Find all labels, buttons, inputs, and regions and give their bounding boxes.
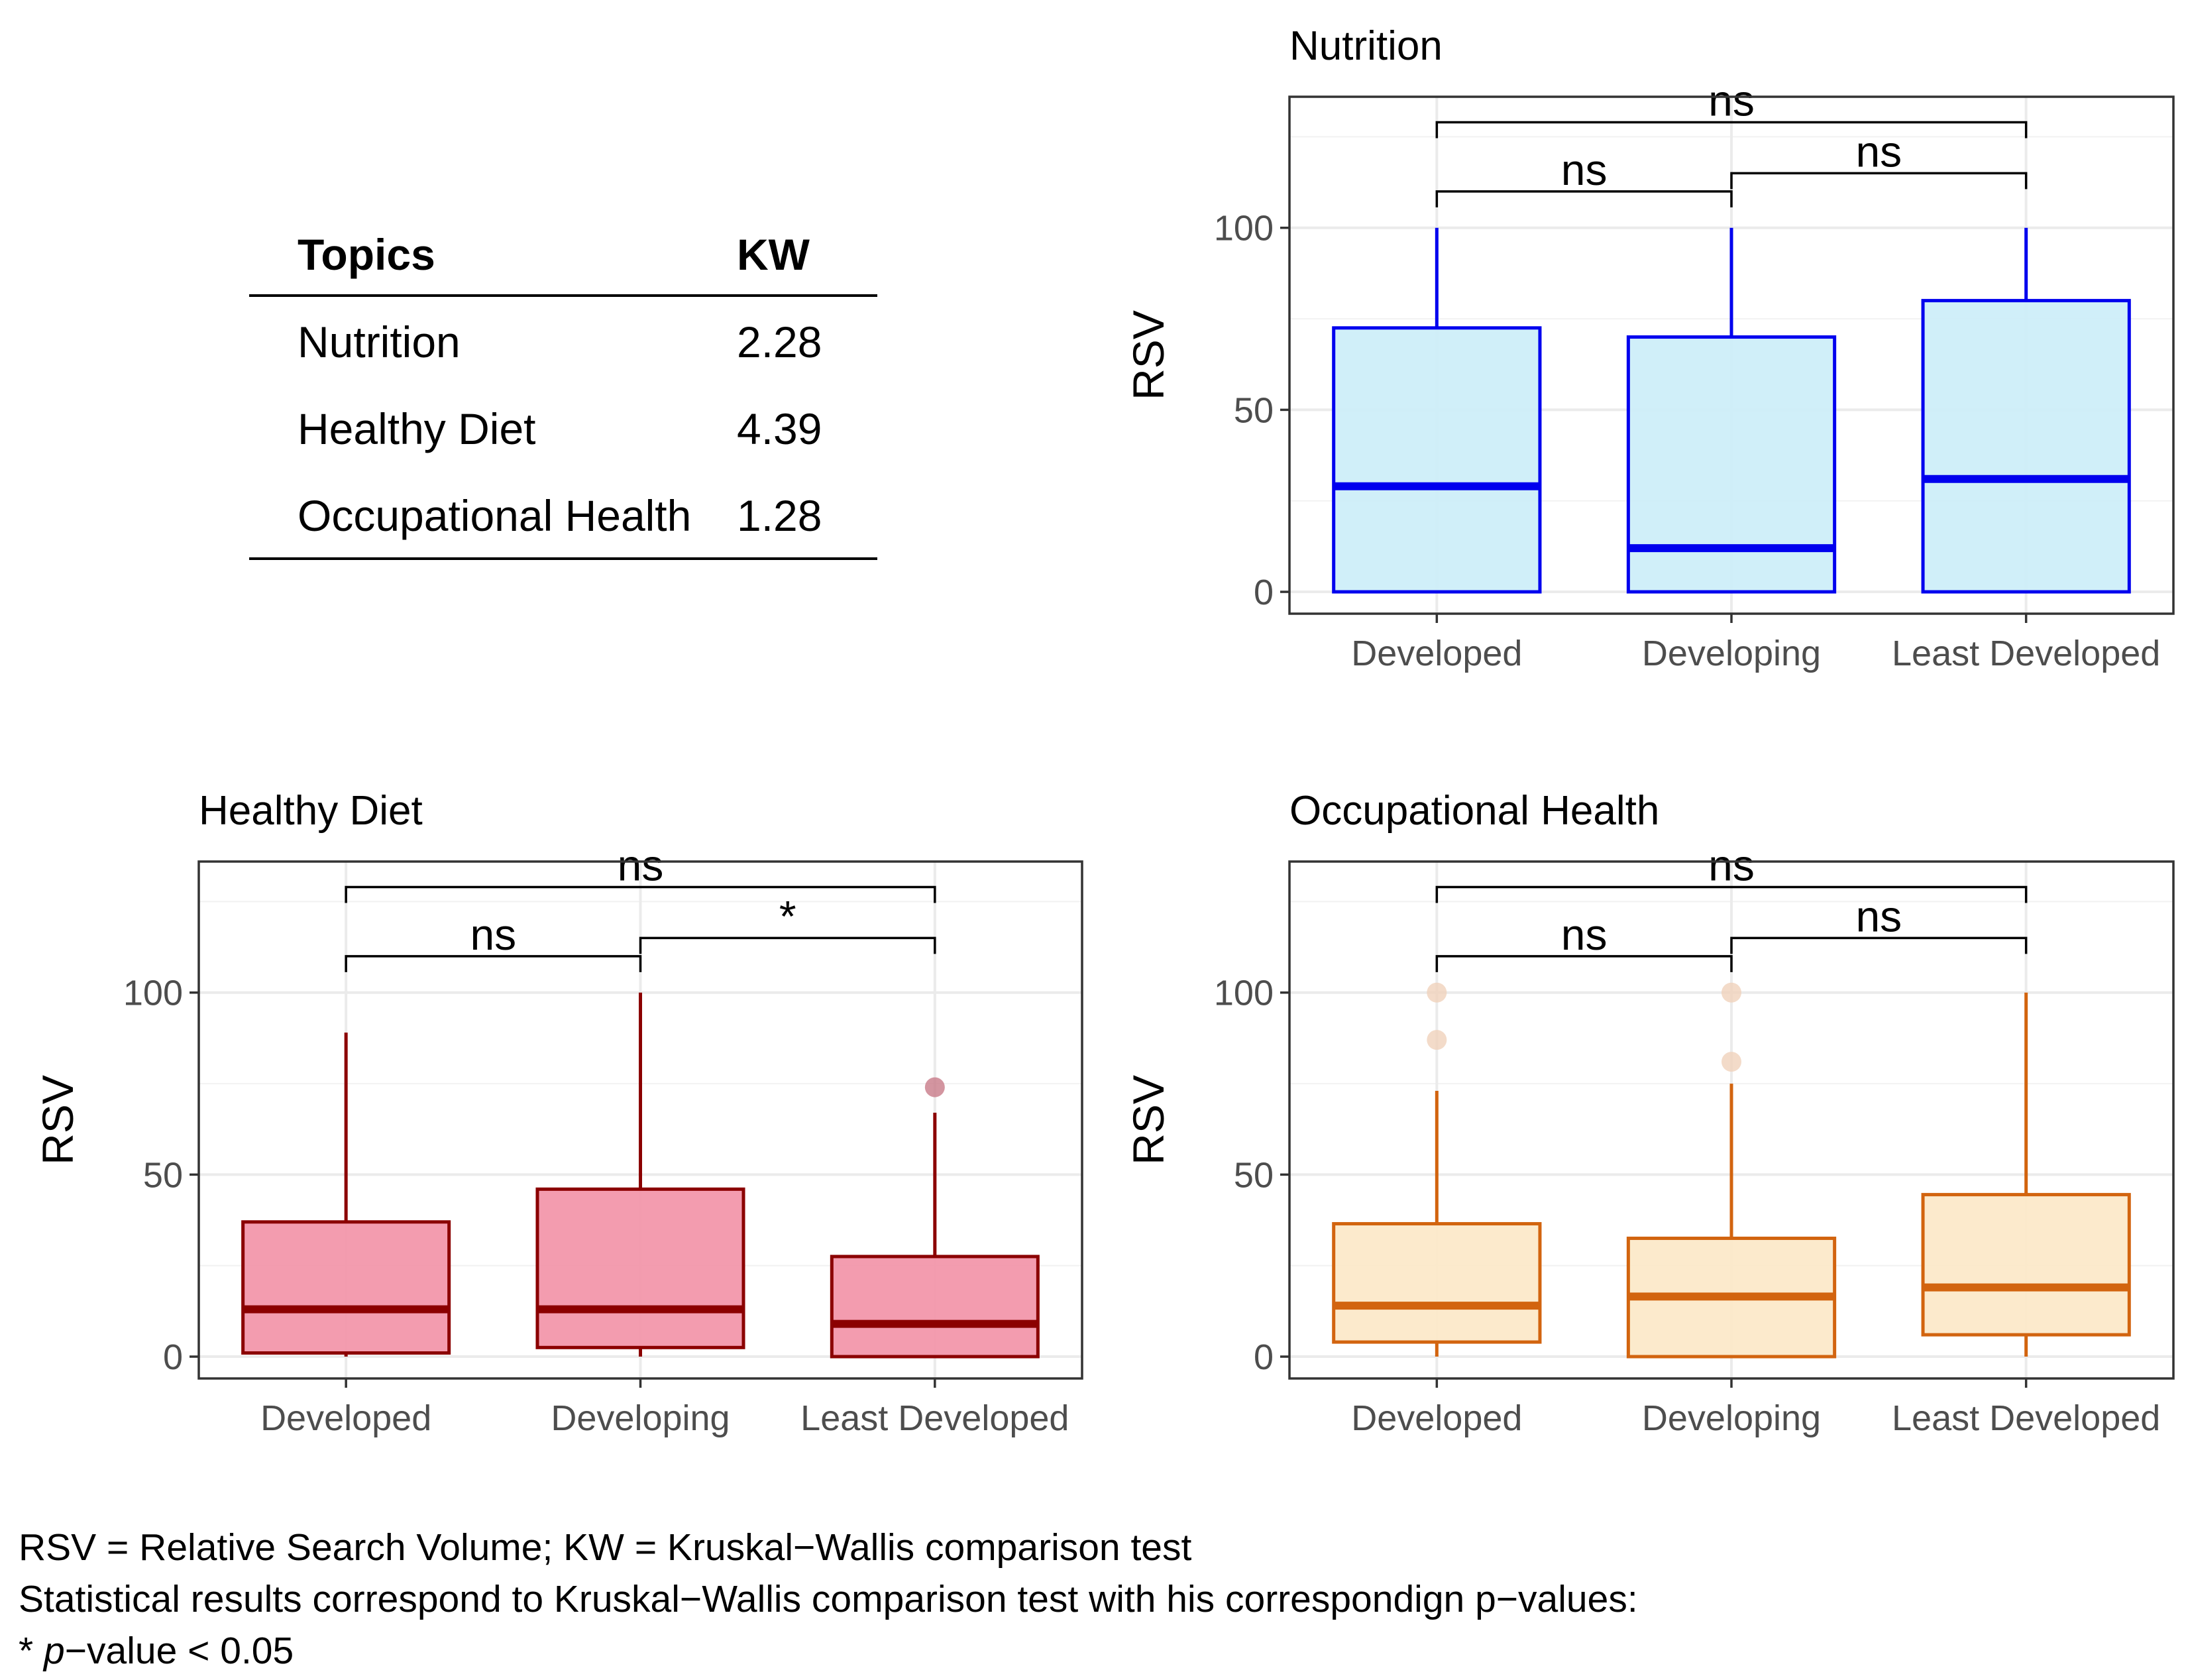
caption-significance-text: −value < 0.05 <box>64 1630 294 1672</box>
box-iqr <box>1332 326 1542 594</box>
box-iqr <box>535 1187 745 1349</box>
y-tick-label: 50 <box>1234 390 1274 430</box>
significance-bracket <box>1730 172 2028 190</box>
significance-bracket <box>639 936 936 954</box>
significance-label: ns <box>618 840 664 889</box>
kw-table-row: Nutrition 2.28 <box>249 297 877 384</box>
kw-table-row: Healthy Diet 4.39 <box>249 384 877 471</box>
significance-label: ns <box>1855 127 1902 176</box>
significance-bracket <box>1435 121 2028 139</box>
y-axis-label: RSV <box>1124 310 1173 400</box>
caption-line-significance: * p−value < 0.05 <box>19 1625 1638 1677</box>
kw-table-header-kw: KW <box>737 230 810 279</box>
kw-table-value: 4.39 <box>737 404 822 453</box>
outlier-point <box>1427 982 1447 1003</box>
outlier-point <box>1721 1052 1741 1072</box>
kw-table: Topics KW Nutrition 2.28 Healthy Diet 4.… <box>249 219 877 560</box>
y-axis-label: RSV <box>1124 1075 1173 1165</box>
significance-label: ns <box>1561 910 1608 959</box>
kw-table-row: Occupational Health 1.28 <box>249 471 877 560</box>
chart-title: Nutrition <box>1289 23 1443 69</box>
x-tick-label: Least Developed <box>1892 1398 2160 1438</box>
caption-line-statistics: Statistical results correspond to Kruska… <box>19 1578 1638 1620</box>
box-iqr <box>1921 299 2131 594</box>
box-iqr <box>1332 1222 1542 1344</box>
y-tick-label: 50 <box>143 1155 183 1195</box>
chart-title: Healthy Diet <box>199 788 423 834</box>
boxplot-panel: ns ns ns 0 50 100 Developed Developing Least Dev… <box>1124 23 2175 673</box>
significance-bracket <box>1435 190 1733 207</box>
x-tick-label: Least Developed <box>800 1398 1069 1438</box>
x-tick-label: Least Developed <box>1892 634 2160 673</box>
kw-table-topic: Healthy Diet <box>298 404 536 453</box>
significance-bracket <box>1730 936 2028 954</box>
chart-title: Occupational Health <box>1289 788 1659 834</box>
box-iqr <box>241 1220 451 1355</box>
kw-table-header-topics: Topics <box>298 230 435 279</box>
boxplot-panel: ns ns ns 0 50 100 Developed Developing Least Dev… <box>1124 788 2175 1438</box>
x-tick-label: Developed <box>1351 1398 1522 1438</box>
significance-label: ns <box>470 910 516 959</box>
x-tick-label: Developed <box>260 1398 431 1438</box>
figure-caption: RSV = Relative Search Volume; KW = Krusk… <box>19 1522 1638 1677</box>
y-tick-label: 100 <box>1214 974 1274 1013</box>
x-tick-label: Developing <box>1642 1398 1821 1438</box>
x-tick-label: Developed <box>1351 634 1522 673</box>
caption-line-abbreviations: RSV = Relative Search Volume; KW = Krusk… <box>19 1526 1192 1569</box>
significance-label: * <box>779 891 796 940</box>
significance-bracket <box>1435 955 1733 972</box>
y-tick-label: 0 <box>163 1337 183 1377</box>
y-tick-label: 50 <box>1234 1155 1274 1195</box>
outlier-point <box>1721 982 1741 1003</box>
y-tick-label: 100 <box>123 974 183 1013</box>
box-iqr <box>1626 335 1837 594</box>
x-tick-label: Developing <box>551 1398 730 1438</box>
significance-bracket <box>345 885 936 903</box>
significance-label: ns <box>1855 891 1902 940</box>
significance-bracket <box>1435 885 2028 903</box>
y-axis-label: RSV <box>33 1075 82 1165</box>
caption-p-italic: p <box>44 1630 65 1672</box>
significance-label: ns <box>1708 76 1755 125</box>
box-iqr <box>830 1255 1040 1359</box>
kw-table-topic: Nutrition <box>298 317 461 366</box>
significance-bracket <box>345 955 642 972</box>
kw-table-topic: Occupational Health <box>298 491 692 540</box>
kw-table-value: 2.28 <box>737 317 822 366</box>
y-tick-label: 0 <box>1254 573 1274 612</box>
box-iqr <box>1921 1193 2131 1337</box>
y-tick-label: 0 <box>1254 1337 1274 1377</box>
boxplot-panel: ns * ns 0 50 100 Developed Developing Least Deve… <box>33 788 1083 1438</box>
kw-table-header: Topics KW <box>249 219 877 297</box>
y-tick-label: 100 <box>1214 209 1274 249</box>
outlier-point <box>924 1077 945 1097</box>
significance-label: ns <box>1561 145 1608 194</box>
caption-significance-star: * <box>19 1630 44 1672</box>
kw-table-value: 1.28 <box>737 491 822 540</box>
outlier-point <box>1427 1030 1447 1050</box>
significance-label: ns <box>1708 840 1755 889</box>
x-tick-label: Developing <box>1642 634 1821 673</box>
